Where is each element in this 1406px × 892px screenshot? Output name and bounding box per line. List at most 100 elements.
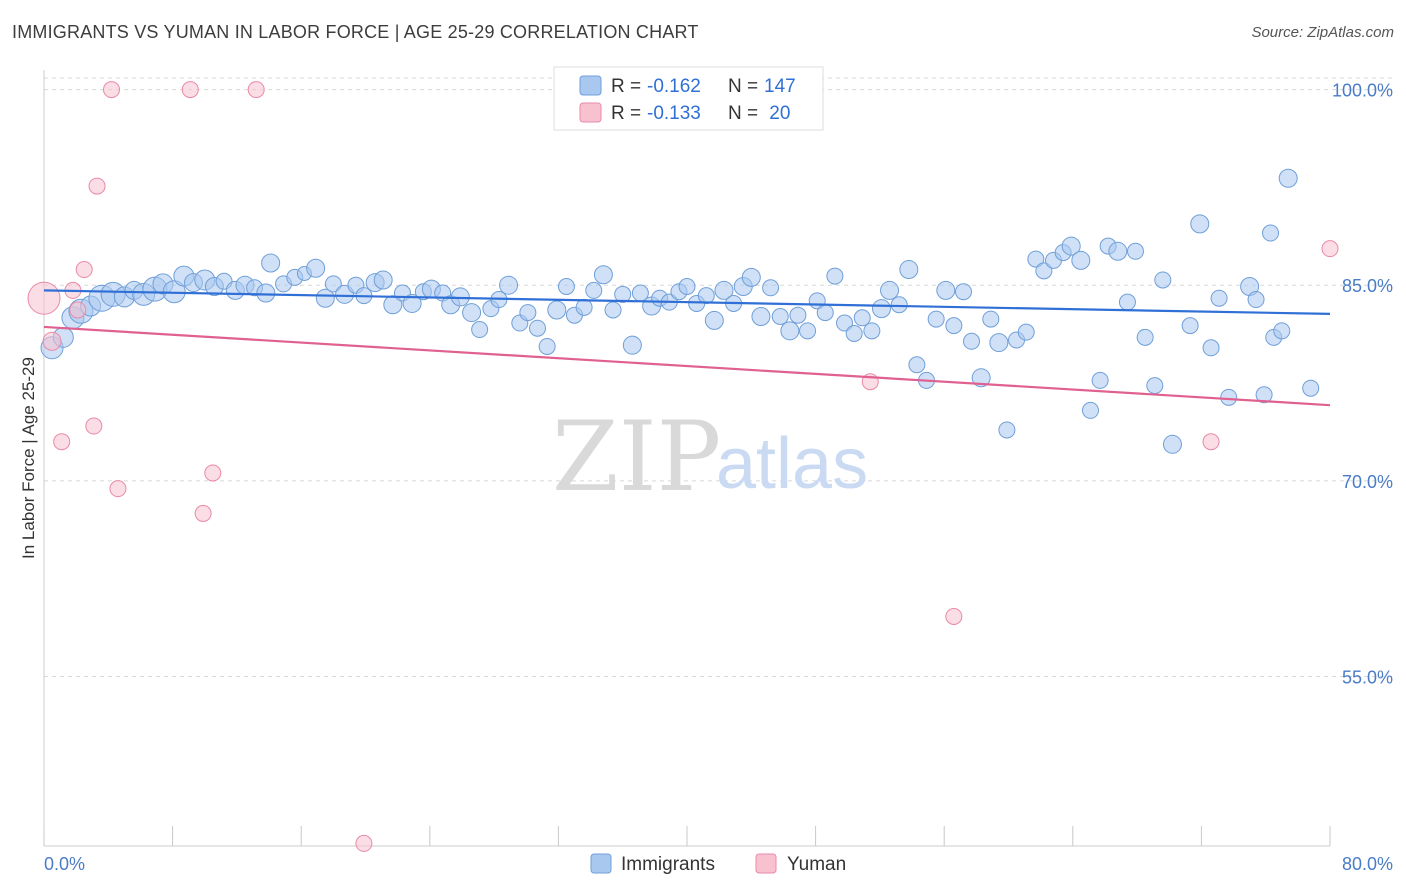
immigrants-point xyxy=(936,280,956,300)
immigrants-point xyxy=(593,265,613,285)
immigrants-point xyxy=(998,421,1016,439)
correlation-legend: R = -0.162 N = 147 R = -0.133 N = 20 xyxy=(553,66,824,131)
yuman-point xyxy=(53,433,71,451)
immigrants-point xyxy=(1210,289,1228,307)
immigrants-point xyxy=(963,332,981,350)
immigrants-point xyxy=(622,335,642,355)
immigrants-point xyxy=(1081,401,1099,419)
immigrants-point xyxy=(1255,386,1273,404)
watermark-atlas: atlas xyxy=(716,424,868,504)
immigrants-point xyxy=(471,321,489,339)
y-tick-label: 55.0% xyxy=(1342,667,1393,687)
watermark-zip: ZIP xyxy=(552,401,721,513)
immigrants-point xyxy=(1146,377,1164,395)
immigrants-trend-line xyxy=(43,289,1331,315)
yuman-points xyxy=(27,81,1339,852)
immigrants-point xyxy=(1181,317,1199,335)
immigrants-point xyxy=(741,267,761,287)
legend-n-label-yuman: N = xyxy=(728,103,758,124)
immigrants-point xyxy=(890,296,908,314)
bottom-legend-label-immigrants: Immigrants xyxy=(621,854,715,875)
immigrants-point xyxy=(499,275,519,295)
immigrants-point xyxy=(704,310,724,330)
yuman-point xyxy=(1202,433,1220,451)
legend-r-value-yuman: -0.133 xyxy=(647,103,701,124)
immigrants-point xyxy=(771,307,789,325)
immigrants-point xyxy=(547,300,567,320)
y-tick-label: 70.0% xyxy=(1342,472,1393,492)
yuman-point xyxy=(88,177,106,195)
immigrants-point xyxy=(1027,250,1045,268)
immigrants-point xyxy=(1071,250,1091,270)
bottom-legend-label-yuman: Yuman xyxy=(787,854,846,875)
bottom-legend-swatch-immigrants xyxy=(590,853,612,874)
immigrants-point xyxy=(872,299,892,319)
immigrants-point xyxy=(324,275,342,293)
legend-r-label-yuman: R = xyxy=(611,103,641,124)
legend-n-label-immigrants: N = xyxy=(728,76,758,97)
immigrants-point xyxy=(315,288,335,308)
yuman-point xyxy=(204,464,222,482)
immigrants-point xyxy=(899,260,919,280)
immigrants-point xyxy=(780,321,800,341)
immigrants-point xyxy=(585,281,603,299)
immigrants-point xyxy=(908,356,926,374)
source-label: Source: ZipAtlas.com xyxy=(1251,24,1394,41)
immigrants-point xyxy=(1220,388,1238,406)
yuman-trend-line xyxy=(43,325,1331,407)
bottom-legend-swatch-yuman xyxy=(755,853,777,874)
yuman-point xyxy=(69,301,87,319)
immigrants-point xyxy=(826,267,844,285)
immigrants-point xyxy=(1017,323,1035,341)
immigrants-point xyxy=(762,279,780,297)
immigrants-point xyxy=(306,258,326,278)
immigrants-point xyxy=(373,270,393,290)
x-tick-labels: 0.0% 80.0% xyxy=(44,854,1393,874)
immigrants-point xyxy=(1091,371,1109,389)
immigrants-point xyxy=(845,324,863,342)
legend-r-value-immigrants: -0.162 xyxy=(647,76,701,97)
yuman-point xyxy=(181,81,199,99)
immigrants-point xyxy=(462,303,482,323)
x-tick-label-max: 80.0% xyxy=(1342,854,1393,874)
watermark: ZIP atlas xyxy=(552,401,868,513)
legend-r-label-immigrants: R = xyxy=(611,76,641,97)
immigrants-point xyxy=(261,253,281,273)
chart-title: IMMIGRANTS VS YUMAN IN LABOR FORCE | AGE… xyxy=(12,22,699,42)
immigrants-point xyxy=(836,314,854,332)
legend-swatch-yuman xyxy=(579,102,602,123)
yuman-point xyxy=(27,281,61,315)
immigrants-point xyxy=(989,333,1009,353)
x-tick-marks xyxy=(43,826,1331,846)
immigrants-point xyxy=(1202,339,1220,357)
trend-lines xyxy=(43,289,1331,407)
immigrants-point xyxy=(1273,322,1291,340)
y-tick-label: 100.0% xyxy=(1332,81,1393,101)
immigrants-point xyxy=(1302,379,1320,397)
immigrants-point xyxy=(853,309,871,327)
immigrants-point xyxy=(1262,224,1280,242)
immigrants-point xyxy=(880,280,900,300)
grid-lines xyxy=(44,77,1394,677)
yuman-point xyxy=(945,607,963,625)
legend-swatch-immigrants xyxy=(579,75,602,96)
immigrants-point xyxy=(927,310,945,328)
yuman-point xyxy=(109,480,127,498)
immigrants-point xyxy=(714,280,734,300)
immigrants-point xyxy=(402,293,422,313)
yuman-point xyxy=(75,261,93,279)
immigrants-point xyxy=(614,285,632,303)
immigrants-point xyxy=(1278,168,1298,188)
immigrants-point xyxy=(1118,293,1136,311)
immigrants-point xyxy=(1136,328,1154,346)
immigrants-point xyxy=(678,277,696,295)
immigrants-point xyxy=(1061,236,1081,256)
x-tick-label-min: 0.0% xyxy=(44,854,85,874)
y-tick-labels: 55.0% 70.0% 85.0% 100.0% xyxy=(1332,81,1393,688)
immigrants-point xyxy=(816,304,834,322)
immigrants-point xyxy=(256,283,276,303)
immigrants-point xyxy=(557,277,575,295)
yuman-point xyxy=(247,81,265,99)
immigrants-point xyxy=(1162,434,1182,454)
